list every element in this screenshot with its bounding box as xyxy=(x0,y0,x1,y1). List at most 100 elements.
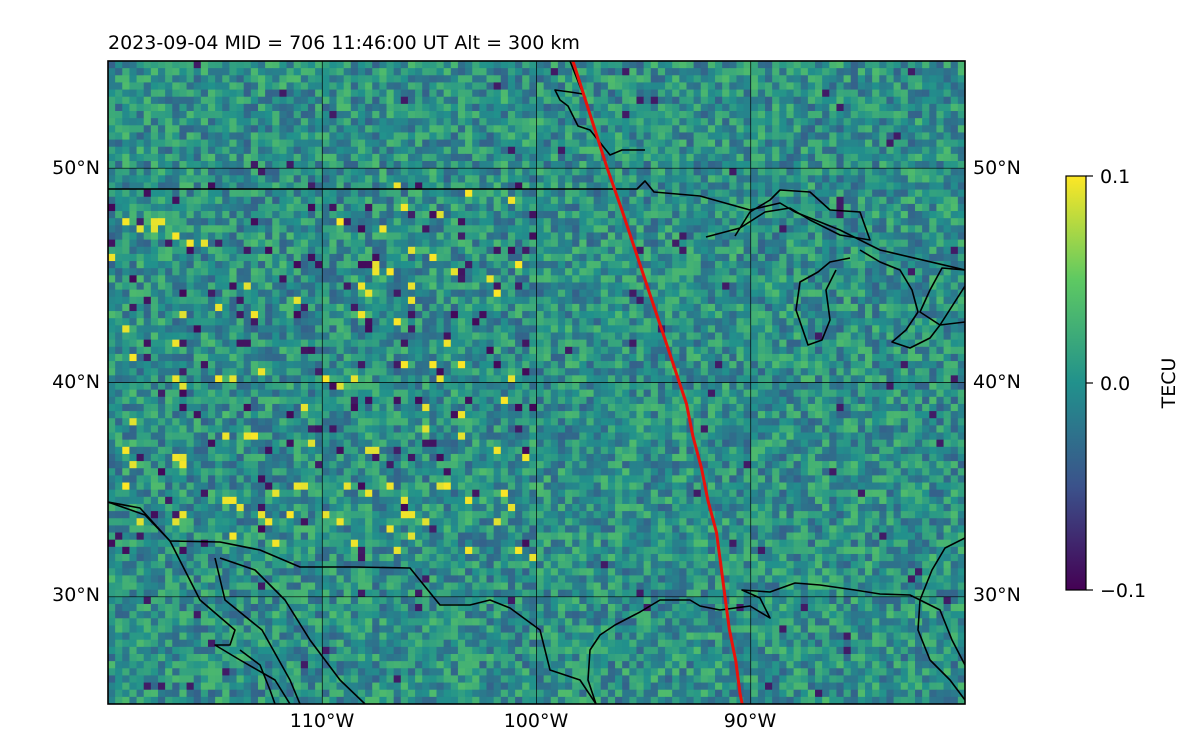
heatmap-cell xyxy=(500,146,509,155)
heatmap-cell xyxy=(715,111,723,119)
heatmap-cell xyxy=(715,203,723,212)
heatmap-cell xyxy=(415,339,423,348)
heatmap-cell xyxy=(115,68,123,76)
heatmap-cell xyxy=(729,275,737,283)
heatmap-cell xyxy=(386,289,395,298)
heatmap-cell xyxy=(843,111,852,119)
heatmap-cell xyxy=(686,282,695,291)
heatmap-cell xyxy=(700,111,709,119)
heatmap-cell xyxy=(686,189,695,198)
heatmap-cell xyxy=(157,218,166,226)
heatmap-cell xyxy=(443,282,452,291)
heatmap-cell xyxy=(165,318,173,326)
heatmap-cell xyxy=(143,253,152,262)
heatmap-cell xyxy=(515,211,523,219)
heatmap-cell xyxy=(150,325,159,333)
heatmap-cell xyxy=(515,261,523,269)
heatmap-cell xyxy=(329,146,337,155)
heatmap-cell xyxy=(200,253,209,262)
heatmap-cell xyxy=(843,118,852,126)
heatmap-cell xyxy=(222,182,230,190)
heatmap-cell xyxy=(157,296,166,305)
heatmap-cell xyxy=(879,153,887,162)
heatmap-cell xyxy=(729,218,737,226)
heatmap-cell xyxy=(279,68,287,76)
heatmap-cell xyxy=(865,268,873,276)
heatmap-cell xyxy=(165,261,173,269)
heatmap-cell xyxy=(957,311,965,319)
heatmap-cell xyxy=(593,125,602,133)
heatmap-cell xyxy=(857,125,866,133)
heatmap-cell xyxy=(807,303,816,312)
heatmap-cell xyxy=(829,239,837,248)
heatmap-cell xyxy=(407,311,416,319)
heatmap-cell xyxy=(229,118,237,126)
heatmap-cell xyxy=(615,253,623,262)
heatmap-cell xyxy=(529,332,537,341)
heatmap-cell xyxy=(465,311,473,319)
heatmap-cell xyxy=(700,325,709,333)
heatmap-cell xyxy=(636,61,645,69)
heatmap-cell xyxy=(265,261,273,269)
heatmap-cell xyxy=(550,261,559,269)
heatmap-cell xyxy=(722,161,730,169)
heatmap-cell xyxy=(172,311,180,319)
heatmap-cell xyxy=(522,125,530,133)
heatmap-cell xyxy=(400,153,409,162)
heatmap-cell xyxy=(950,61,959,69)
heatmap-cell xyxy=(329,303,337,312)
heatmap-cell xyxy=(500,132,509,140)
heatmap-cell xyxy=(672,139,680,148)
heatmap-cell xyxy=(365,332,373,341)
heatmap-cell xyxy=(872,168,880,176)
heatmap-cell xyxy=(515,153,523,162)
heatmap-cell xyxy=(550,153,559,162)
heatmap-cell xyxy=(122,311,130,319)
heatmap-cell xyxy=(279,182,287,190)
heatmap-cell xyxy=(857,225,866,233)
heatmap-cell xyxy=(900,232,909,241)
heatmap-cell xyxy=(657,346,666,355)
heatmap-cell xyxy=(700,318,709,326)
heatmap-cell xyxy=(150,253,159,262)
heatmap-cell xyxy=(343,82,352,90)
heatmap-cell xyxy=(607,211,616,219)
heatmap-cell xyxy=(715,168,723,176)
heatmap-cell xyxy=(400,168,409,176)
heatmap-cell xyxy=(622,353,630,362)
heatmap-cell xyxy=(200,161,209,169)
heatmap-cell xyxy=(265,75,273,83)
heatmap-cell xyxy=(500,282,509,291)
heatmap-cell xyxy=(579,246,587,255)
heatmap-cell xyxy=(850,96,859,105)
heatmap-cell xyxy=(929,261,937,269)
heatmap-cell xyxy=(929,132,937,140)
heatmap-cell xyxy=(400,225,409,233)
heatmap-cell xyxy=(215,275,223,283)
heatmap-cell xyxy=(400,332,409,341)
heatmap-cell xyxy=(529,125,537,133)
heatmap-cell xyxy=(743,318,752,326)
heatmap-cell xyxy=(108,218,116,226)
heatmap-cell xyxy=(900,318,909,326)
heatmap-cell xyxy=(472,253,480,262)
heatmap-cell xyxy=(372,182,380,190)
heatmap-cell xyxy=(443,303,452,312)
heatmap-cell xyxy=(650,239,659,248)
heatmap-cell xyxy=(243,275,252,283)
heatmap-cell xyxy=(357,318,366,326)
heatmap-cell xyxy=(329,311,337,319)
heatmap-cell xyxy=(815,132,823,140)
heatmap-cell xyxy=(622,253,630,262)
heatmap-cell xyxy=(257,268,266,276)
heatmap-cell xyxy=(122,246,130,255)
heatmap-cell xyxy=(207,353,216,362)
heatmap-cell xyxy=(565,261,573,269)
heatmap-cell xyxy=(179,146,187,155)
heatmap-cell xyxy=(586,239,595,248)
heatmap-cell xyxy=(850,275,859,283)
heatmap-cell xyxy=(400,268,409,276)
heatmap-cell xyxy=(172,268,180,276)
heatmap-cell xyxy=(136,289,145,298)
heatmap-cell xyxy=(536,196,545,205)
